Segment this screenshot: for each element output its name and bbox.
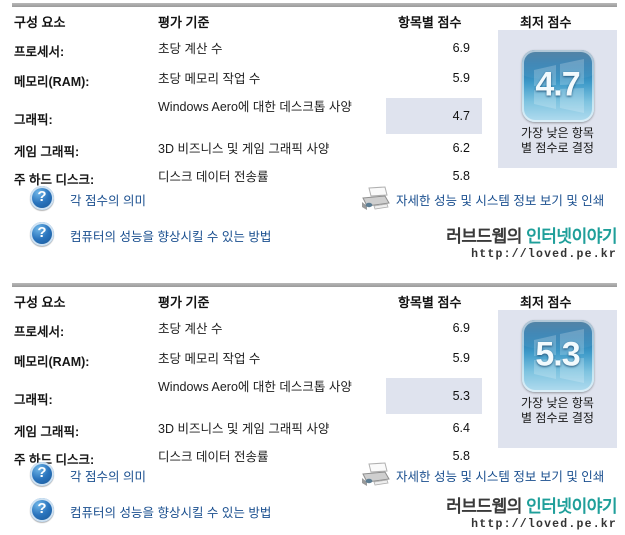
base-score-caption: 가장 낮은 항목 별 점수로 결정 (521, 126, 594, 155)
site-watermark: 러브드웹의 인터넷이야기 http://loved.pe.kr (387, 222, 617, 261)
watermark-title-teal: 인터넷이야기 (526, 227, 617, 246)
row-criteria: 3D 비즈니스 및 게임 그래픽 사양 (158, 422, 330, 436)
watermark-title-teal: 인터넷이야기 (526, 497, 617, 516)
experience-index-panel: 구성 요소 평가 기준 항목별 점수 최저 점수 프로세서: 초당 계산 수 6… (0, 3, 625, 268)
help-icon-glyph: ? (37, 188, 47, 205)
printer-icon (362, 462, 390, 486)
link-print-details[interactable]: 자세한 성능 및 시스템 정보 보기 및 인쇄 (396, 194, 605, 208)
windows-flag-watermark-icon (533, 59, 584, 113)
badge-gloss (521, 320, 594, 351)
table-row-base: 그래픽: Windows Aero에 대한 데스크톱 사양 4.7 (10, 98, 617, 134)
row-component-label: 메모리(RAM): (14, 355, 90, 369)
base-score-badge-block: 5.3 가장 낮은 항목 별 점수로 결정 (498, 320, 617, 426)
base-score-caption: 가장 낮은 항목 별 점수로 결정 (521, 396, 594, 425)
panel-footer: ? 각 점수의 의미 ? 컴퓨터의 성능을 향상시킬 수 있는 방법 자세한 성… (0, 462, 625, 535)
row-subscore: 5.3 (452, 389, 470, 403)
header-subscore: 항목별 점수 (398, 15, 462, 30)
panel-footer: ? 각 점수의 의미 ? 컴퓨터의 성능을 향상시킬 수 있는 방법 자세한 성… (0, 186, 625, 268)
help-question-icon[interactable]: ? (30, 186, 54, 210)
row-subscore: 6.9 (452, 41, 470, 55)
badge-gloss (521, 50, 594, 81)
header-base-score: 최저 점수 (520, 15, 572, 30)
watermark-url: http://loved.pe.kr (471, 248, 617, 261)
watermark-title: 러브드웹의 인터넷이야기 (387, 492, 617, 517)
row-component-label: 프로세서: (14, 325, 65, 339)
help-question-icon[interactable]: ? (30, 222, 54, 246)
row-subscore: 6.4 (452, 421, 470, 435)
link-improve-performance[interactable]: 컴퓨터의 성능을 향상시킬 수 있는 방법 (70, 230, 272, 244)
row-component-label: 프로세서: (14, 45, 65, 59)
watermark-url: http://loved.pe.kr (471, 518, 617, 531)
base-row-highlight (386, 98, 482, 134)
row-criteria: 디스크 데이터 전송률 (158, 450, 269, 464)
row-criteria: 3D 비즈니스 및 게임 그래픽 사양 (158, 142, 330, 156)
table-row: 주 하드 디스크: 디스크 데이터 전송률 5.8 (10, 166, 617, 190)
row-subscore: 5.9 (452, 351, 470, 365)
row-component-label: 그래픽: (14, 393, 53, 407)
row-criteria: Windows Aero에 대한 데스크톱 사양 (158, 100, 352, 114)
watermark-title-dark: 러브드웹의 (446, 497, 522, 516)
help-icon-glyph: ? (37, 464, 47, 481)
row-subscore: 5.8 (452, 449, 470, 463)
panel-top-rule (12, 3, 617, 7)
row-subscore: 4.7 (452, 109, 470, 123)
link-score-meaning[interactable]: 각 점수의 의미 (70, 194, 146, 208)
table-header-row: 구성 요소 평가 기준 항목별 점수 최저 점수 (0, 8, 625, 34)
table-row: 프로세서: 초당 계산 수 6.9 (10, 318, 617, 342)
header-component: 구성 요소 (14, 15, 66, 30)
row-subscore: 5.9 (452, 71, 470, 85)
experience-index-panel: 구성 요소 평가 기준 항목별 점수 최저 점수 프로세서: 초당 계산 수 6… (0, 280, 625, 535)
header-criteria: 평가 기준 (158, 295, 210, 310)
row-component-label: 메모리(RAM): (14, 75, 90, 89)
table-row: 프로세서: 초당 계산 수 6.9 (10, 38, 617, 62)
table-row-base: 그래픽: Windows Aero에 대한 데스크톱 사양 5.3 (10, 378, 617, 414)
base-score-badge: 4.7 (521, 50, 594, 122)
row-subscore: 6.9 (452, 321, 470, 335)
table-row: 메모리(RAM): 초당 메모리 작업 수 5.9 (10, 68, 617, 92)
watermark-title-dark: 러브드웹의 (446, 227, 522, 246)
table-header-row: 구성 요소 평가 기준 항목별 점수 최저 점수 (0, 288, 625, 314)
row-criteria: 초당 메모리 작업 수 (158, 352, 261, 366)
row-subscore: 6.2 (452, 141, 470, 155)
row-criteria: 디스크 데이터 전송률 (158, 170, 269, 184)
row-component-label: 그래픽: (14, 113, 53, 127)
printer-icon (362, 186, 390, 210)
row-criteria: 초당 계산 수 (158, 322, 223, 336)
header-component: 구성 요소 (14, 295, 66, 310)
header-subscore: 항목별 점수 (398, 295, 462, 310)
row-criteria: Windows Aero에 대한 데스크톱 사양 (158, 380, 352, 394)
base-score-value: 5.3 (535, 335, 580, 374)
link-print-details[interactable]: 자세한 성능 및 시스템 정보 보기 및 인쇄 (396, 470, 605, 484)
row-subscore: 5.8 (452, 169, 470, 183)
help-question-icon[interactable]: ? (30, 498, 54, 522)
table-row: 게임 그래픽: 3D 비즈니스 및 게임 그래픽 사양 6.2 (10, 138, 617, 162)
help-question-icon[interactable]: ? (30, 462, 54, 486)
help-icon-glyph: ? (37, 224, 47, 241)
panel-top-rule (12, 283, 617, 287)
base-row-highlight (386, 378, 482, 414)
row-criteria: 초당 계산 수 (158, 42, 223, 56)
header-criteria: 평가 기준 (158, 15, 210, 30)
table-row: 게임 그래픽: 3D 비즈니스 및 게임 그래픽 사양 6.4 (10, 418, 617, 442)
base-score-badge: 5.3 (521, 320, 594, 392)
row-criteria: 초당 메모리 작업 수 (158, 72, 261, 86)
base-score-badge-block: 4.7 가장 낮은 항목 별 점수로 결정 (498, 50, 617, 156)
row-component-label: 주 하드 디스크: (14, 173, 95, 187)
header-base-score: 최저 점수 (520, 295, 572, 310)
watermark-title: 러브드웹의 인터넷이야기 (387, 222, 617, 247)
row-component-label: 게임 그래픽: (14, 425, 80, 439)
link-improve-performance[interactable]: 컴퓨터의 성능을 향상시킬 수 있는 방법 (70, 506, 272, 520)
base-score-value: 4.7 (535, 65, 580, 104)
table-row: 주 하드 디스크: 디스크 데이터 전송률 5.8 (10, 446, 617, 470)
help-icon-glyph: ? (37, 500, 47, 517)
row-component-label: 게임 그래픽: (14, 145, 80, 159)
table-row: 메모리(RAM): 초당 메모리 작업 수 5.9 (10, 348, 617, 372)
site-watermark: 러브드웹의 인터넷이야기 http://loved.pe.kr (387, 492, 617, 531)
link-score-meaning[interactable]: 각 점수의 의미 (70, 470, 146, 484)
windows-flag-watermark-icon (533, 329, 584, 383)
